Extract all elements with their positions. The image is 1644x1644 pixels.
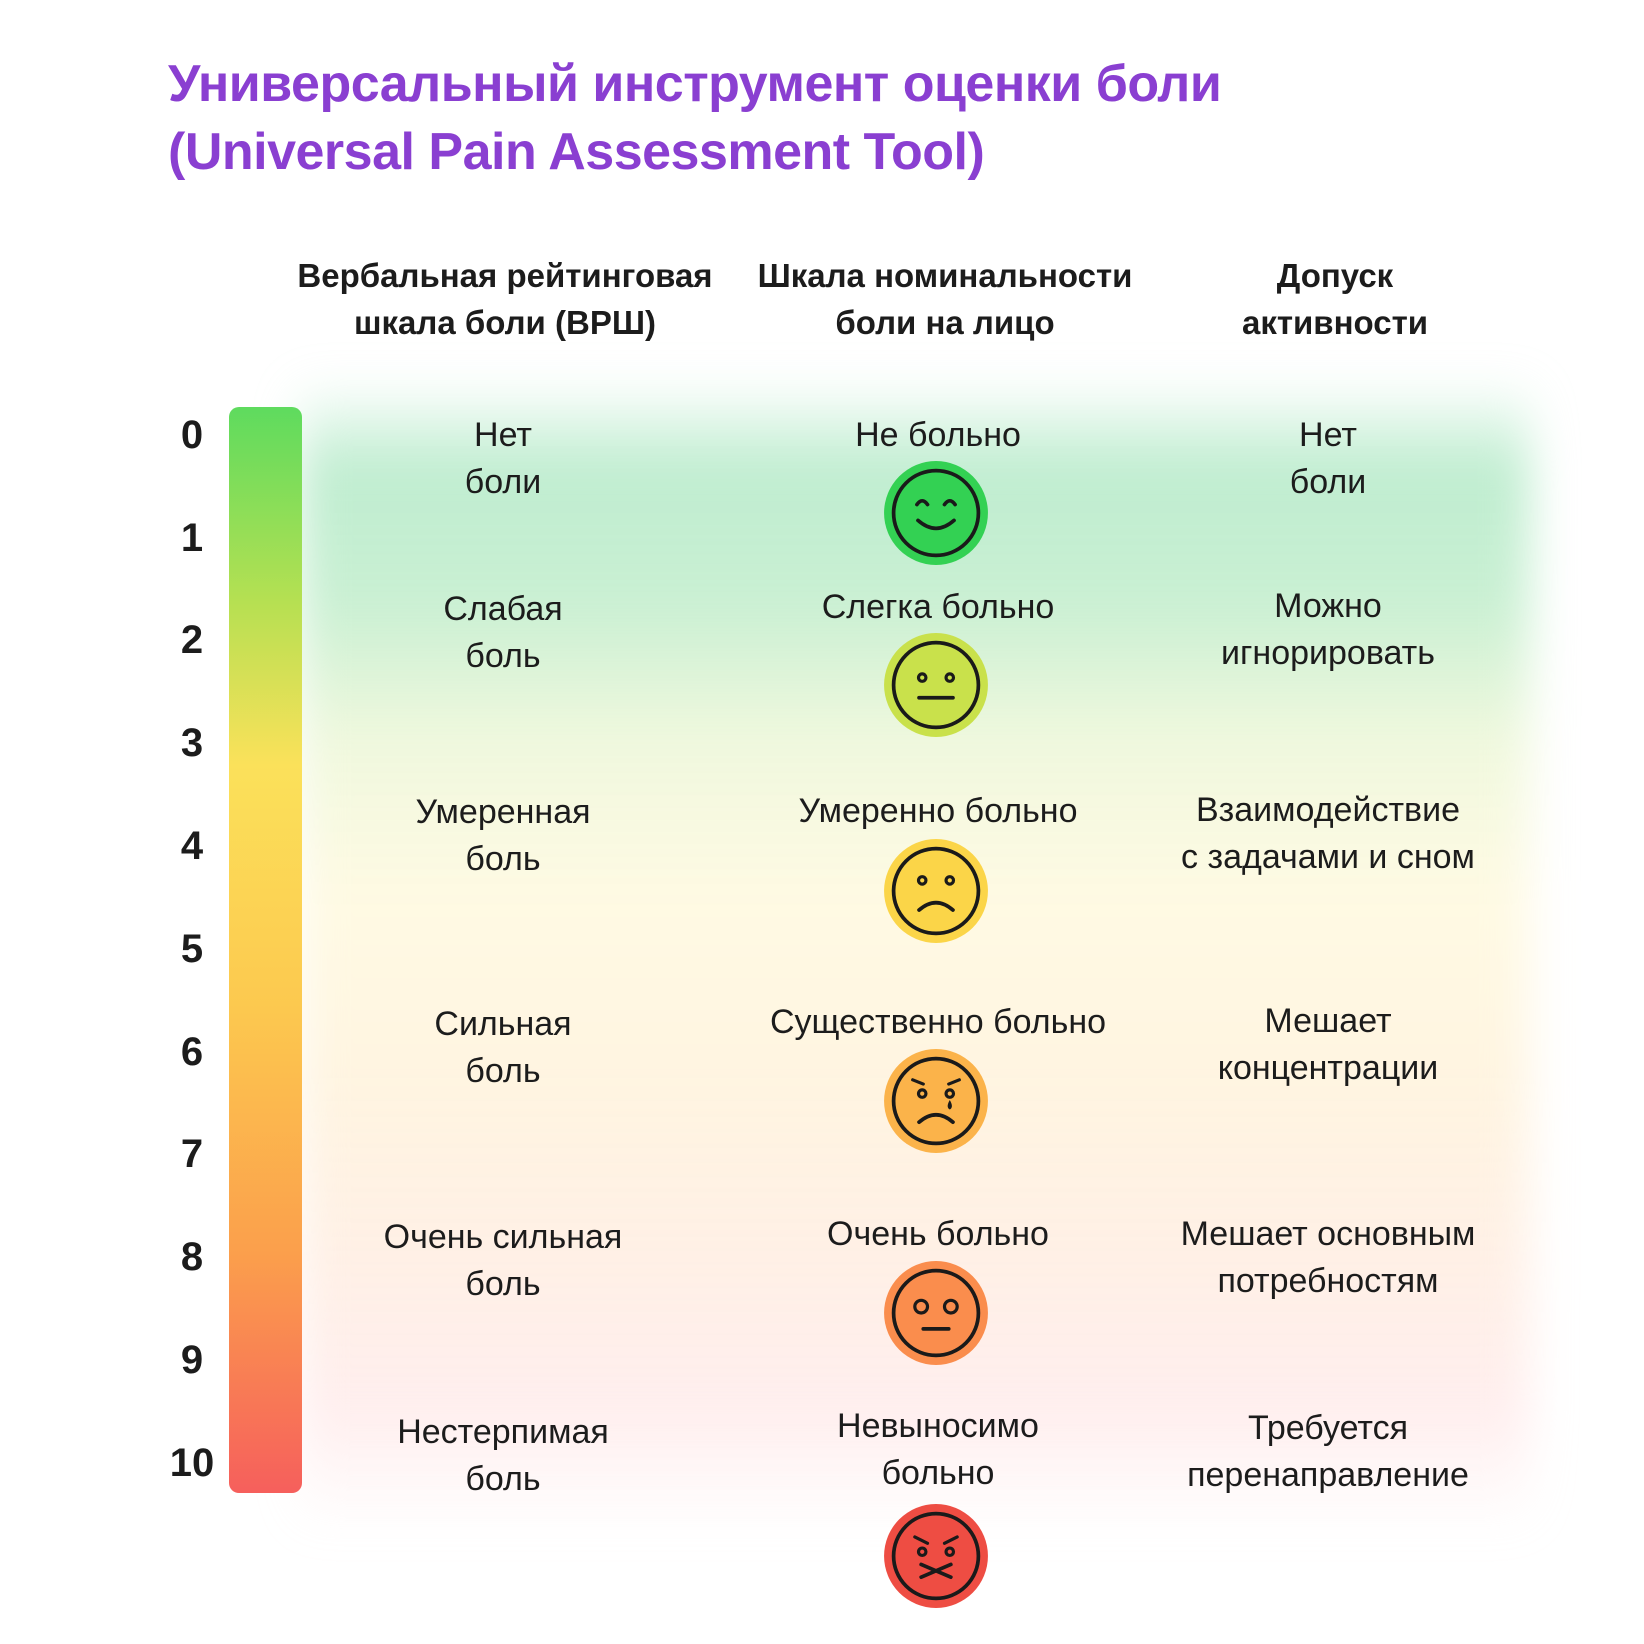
verbal-level-1-line2: боль (465, 637, 541, 675)
verbal-level-4-line2: боль (465, 1265, 541, 1303)
activity-level-3: Мешает концентрации (1108, 998, 1548, 1092)
face-level-2-line1: Умеренно больно (798, 792, 1078, 830)
scale-number-5: 5 (180, 927, 204, 971)
scale-number-3: 3 (180, 721, 204, 765)
face-level-4-label: Очень больно (718, 1211, 1158, 1258)
activity-level-4-line1: Мешает основным (1180, 1215, 1476, 1253)
face-level-1-line1: Слегка больно (821, 588, 1055, 626)
activity-level-4-line2: потребностям (1217, 1262, 1439, 1300)
verbal-level-0-line1: Нет (474, 416, 532, 454)
column-header-faces-line2: боли на лицо (835, 304, 1055, 341)
face-level-5-line2: больно (881, 1454, 995, 1492)
distressed-face-icon (884, 1261, 988, 1365)
verbal-level-2-line1: Умеренная (415, 793, 591, 831)
verbal-level-0-line2: боли (464, 463, 542, 501)
scale-number-0: 0 (180, 413, 204, 457)
verbal-level-5-line1: Нестерпимая (397, 1413, 609, 1451)
face-level-3-label: Существенно больно (718, 999, 1158, 1046)
verbal-level-3: Сильная боль (283, 1001, 723, 1095)
activity-level-0: Нет боли (1108, 412, 1548, 506)
activity-level-2-line2: с задачами и сном (1181, 838, 1475, 876)
scale-number-9: 9 (180, 1338, 204, 1382)
verbal-level-3-line2: боль (465, 1052, 541, 1090)
scale-number-10: 10 (169, 1441, 215, 1485)
pain-scale-bar (229, 407, 302, 1493)
column-header-activity-line1: Допуск (1276, 257, 1394, 294)
page-title: Универсальный инструмент оценки боли (Un… (168, 50, 1368, 186)
face-level-3-line1: Существенно больно (770, 1003, 1106, 1041)
verbal-level-2-line2: боль (465, 840, 541, 878)
verbal-level-1-line1: Слабая (443, 590, 563, 628)
face-level-5-line1: Невыносимо (837, 1407, 1039, 1445)
activity-level-0-line1: Нет (1299, 416, 1357, 454)
face-level-1-label: Слегка больно (718, 584, 1158, 631)
crying-face-icon (884, 1049, 988, 1153)
face-level-2-label: Умеренно больно (718, 788, 1158, 835)
column-header-activity-line2: активности (1241, 304, 1429, 341)
verbal-level-2: Умеренная боль (283, 789, 723, 883)
face-level-4-line1: Очень больно (827, 1215, 1049, 1253)
activity-level-4: Мешает основным потребностям (1108, 1211, 1548, 1305)
column-header-faces: Шкала номинальности боли на лицо (735, 252, 1155, 346)
activity-level-1-line2: игнорировать (1221, 634, 1435, 672)
happy-face-icon (884, 461, 988, 565)
title-line-1: Универсальный инструмент оценки боли (168, 55, 1222, 113)
activity-level-0-line2: боли (1289, 463, 1367, 501)
verbal-level-1: Слабая боль (283, 586, 723, 680)
activity-level-2: Взаимодействие с задачами и сном (1108, 787, 1548, 881)
face-level-5-label: Невыносимо больно (718, 1403, 1158, 1497)
activity-level-3-line1: Мешает (1264, 1002, 1392, 1040)
column-header-faces-line1: Шкала номинальности (757, 257, 1133, 294)
column-header-verbal-line2: шкала боли (ВРШ) (354, 304, 656, 341)
agony-face-icon (884, 1504, 988, 1608)
activity-level-2-line1: Взаимодействие (1196, 791, 1460, 829)
activity-level-5-line2: перенаправление (1187, 1456, 1469, 1494)
face-level-0-line1: Не больно (855, 416, 1021, 454)
verbal-level-0: Нет боли (283, 412, 723, 506)
column-header-verbal-line1: Вербальная рейтинговая (297, 257, 713, 294)
column-header-verbal: Вербальная рейтинговая шкала боли (ВРШ) (295, 252, 715, 346)
sad-face-icon (884, 839, 988, 943)
scale-number-8: 8 (180, 1235, 204, 1279)
scale-number-6: 6 (180, 1030, 204, 1074)
verbal-level-3-line1: Сильная (434, 1005, 572, 1043)
activity-level-3-line2: концентрации (1217, 1049, 1439, 1087)
scale-number-4: 4 (180, 824, 204, 868)
activity-level-5: Требуется перенаправление (1108, 1405, 1548, 1499)
activity-level-5-line1: Требуется (1247, 1409, 1409, 1447)
scale-number-1: 1 (180, 516, 204, 560)
scale-number-2: 2 (180, 618, 204, 662)
verbal-level-4-line1: Очень сильная (383, 1218, 623, 1256)
verbal-level-5: Нестерпимая боль (283, 1409, 723, 1503)
face-level-0-label: Не больно (718, 412, 1158, 459)
scale-number-7: 7 (180, 1132, 204, 1176)
activity-level-1-line1: Можно (1274, 587, 1382, 625)
neutral-face-icon (884, 633, 988, 737)
title-line-2: (Universal Pain Assessment Tool) (168, 123, 985, 181)
column-header-activity: Допуск активности (1125, 252, 1545, 346)
verbal-level-4: Очень сильная боль (283, 1214, 723, 1308)
verbal-level-5-line2: боль (465, 1460, 541, 1498)
activity-level-1: Можно игнорировать (1108, 583, 1548, 677)
